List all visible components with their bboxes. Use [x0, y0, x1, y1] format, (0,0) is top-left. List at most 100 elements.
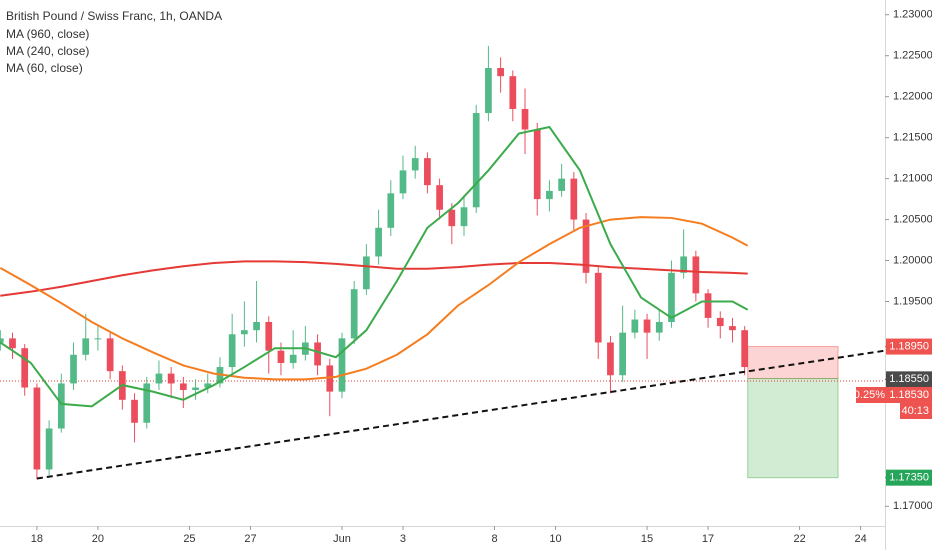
candle-body: [155, 373, 163, 384]
candle-body: [350, 289, 358, 339]
candle-body: [33, 387, 41, 470]
x-tick-label: 20: [92, 533, 104, 545]
candle-body: [314, 342, 321, 366]
y-tick-label: 1.22500: [893, 50, 932, 62]
x-tick-label: 25: [183, 533, 195, 545]
candle-body: [570, 178, 578, 220]
y-tick-label: 1.20500: [893, 213, 932, 225]
stop-zone: [747, 346, 839, 380]
y-tick-label: 1.21000: [893, 173, 932, 185]
candle-body: [485, 68, 492, 114]
candle-body: [497, 68, 504, 77]
candle-body: [277, 350, 285, 363]
candle-body: [265, 321, 273, 351]
candle-body: [45, 428, 53, 470]
candle-body: [546, 190, 553, 200]
candle-body: [167, 373, 175, 384]
price-label: 1.18550: [889, 373, 929, 385]
candle-body: [521, 108, 529, 130]
candle-body: [131, 399, 138, 423]
x-tick-label: 10: [549, 533, 561, 545]
candle-body: [82, 338, 90, 355]
x-tick-label: 17: [702, 533, 714, 545]
candle-body: [533, 129, 541, 200]
candle-body: [411, 158, 419, 171]
candle-body: [716, 317, 724, 327]
x-tick-label: 3: [400, 533, 406, 545]
plot: [0, 45, 885, 480]
candle-body: [448, 209, 456, 227]
candle-body: [631, 319, 639, 333]
candle-body: [70, 354, 77, 384]
candle-body: [509, 76, 517, 109]
candle-body: [607, 342, 614, 376]
candle-body: [179, 383, 187, 390]
x-tick-label: Jun: [333, 533, 351, 545]
candle-body: [619, 332, 626, 376]
x-tick-label: 24: [854, 533, 866, 545]
candle-body: [9, 338, 16, 349]
candle-body: [143, 383, 151, 423]
candle-body: [21, 348, 29, 388]
candle-body: [692, 256, 700, 294]
candle-body: [655, 321, 663, 333]
candle-body: [375, 227, 382, 257]
candle-body: [253, 321, 260, 331]
candle-body: [228, 334, 236, 368]
y-tick-label: 1.21500: [893, 132, 932, 144]
candle-body: [582, 219, 590, 273]
candle-body: [289, 354, 297, 363]
y-tick-label: 1.23000: [893, 9, 932, 21]
candle-body: [0, 338, 4, 343]
candle-body: [424, 158, 431, 186]
candle-body: [363, 256, 370, 290]
candle-body: [399, 170, 407, 194]
price-label: 1.17350: [889, 472, 929, 484]
candle-body: [472, 113, 480, 208]
legend-entry: MA (960, close): [6, 27, 89, 41]
candle-body: [741, 330, 749, 368]
y-tick-label: 1.19500: [893, 295, 932, 307]
ma-line: [0, 260, 748, 297]
candle-body: [204, 383, 212, 388]
price-label-bg: [886, 371, 932, 388]
candle-body: [680, 256, 688, 273]
candle-body: [436, 185, 443, 210]
candle-body: [57, 383, 65, 429]
price-label-bg: [886, 338, 932, 355]
candle-body: [387, 193, 395, 228]
legend-entry: MA (240, close): [6, 44, 89, 58]
ma-line: [0, 125, 749, 408]
candle-body: [241, 330, 248, 335]
x-tick-label: 15: [641, 533, 653, 545]
y-tick-label: 1.22000: [893, 91, 932, 103]
candle-body: [460, 207, 468, 227]
candle-body: [338, 338, 346, 392]
y-tick-label: 1.17000: [893, 500, 932, 512]
ma-line: [0, 216, 749, 381]
candle-body: [558, 178, 565, 191]
chart-title: British Pound / Swiss Franc, 1h, OANDA: [6, 9, 222, 23]
candle-body: [192, 387, 199, 390]
axes: 1.23000 1.22500 1.22000 1.21500 1.21000 1.205…: [31, 9, 932, 545]
x-tick-label: 22: [793, 533, 805, 545]
price-label-bg: [886, 469, 932, 486]
x-tick-label: 27: [244, 533, 256, 545]
current-price-label-bg: [886, 386, 932, 403]
change-label-bg: [856, 386, 888, 403]
candle-body: [594, 272, 602, 343]
y-tick-label: 1.20000: [893, 254, 932, 266]
candle-body: [704, 293, 712, 318]
countdown-label: 40:13: [901, 405, 929, 417]
price-label: 1.18950: [889, 340, 929, 352]
countdown-label-bg: [900, 402, 932, 419]
candle-body: [729, 326, 736, 331]
candle-body: [668, 272, 675, 322]
x-tick-label: 18: [31, 533, 43, 545]
current-price-label: 1.18530: [889, 389, 929, 401]
change-label: -0.25%: [850, 389, 885, 401]
candle-body: [643, 319, 651, 333]
candle-body: [326, 365, 334, 392]
